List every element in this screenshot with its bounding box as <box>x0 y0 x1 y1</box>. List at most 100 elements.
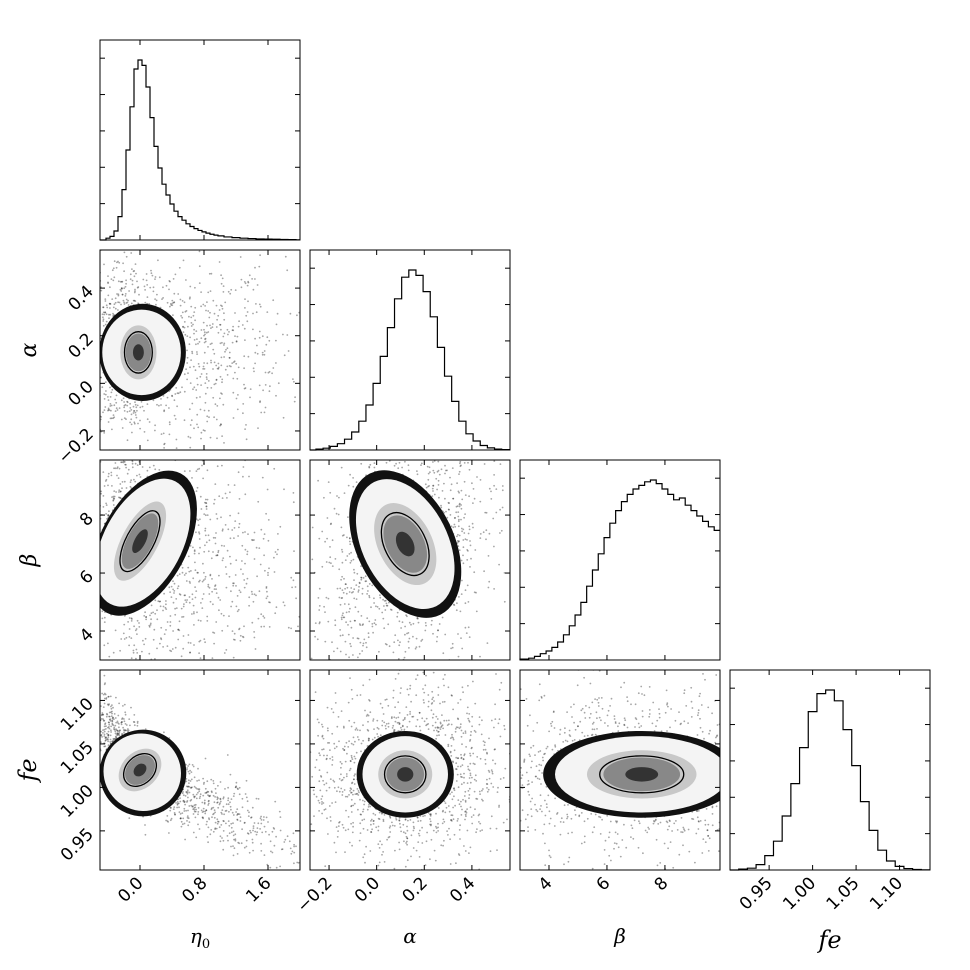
sample-point <box>138 622 140 624</box>
sample-point <box>95 337 97 339</box>
sample-point <box>463 462 466 464</box>
sample-point <box>216 796 219 798</box>
sample-point <box>527 504 529 506</box>
sample-point <box>198 580 200 583</box>
sample-point <box>229 555 231 558</box>
sample-point <box>177 638 180 641</box>
sample-point <box>329 295 331 297</box>
sample-point <box>193 611 195 613</box>
sample-point <box>259 400 261 402</box>
sample-point <box>96 716 98 718</box>
sample-point <box>308 664 310 666</box>
sample-point <box>142 639 144 642</box>
sample-point <box>162 605 165 608</box>
sample-point <box>460 527 463 530</box>
sample-point <box>91 234 93 236</box>
sample-point <box>241 806 244 809</box>
sample-point <box>478 402 480 404</box>
sample-point <box>121 280 124 283</box>
sample-point <box>193 328 196 331</box>
sample-point <box>371 625 374 628</box>
sample-point <box>234 312 236 314</box>
sample-point <box>82 543 84 545</box>
sample-point <box>221 837 223 839</box>
sample-point <box>118 496 120 499</box>
sample-point <box>190 316 193 319</box>
sample-point <box>431 495 434 497</box>
sample-point <box>209 324 211 327</box>
sample-point <box>221 629 224 632</box>
sample-point <box>226 549 229 552</box>
sample-point <box>361 699 363 701</box>
sample-point <box>513 565 515 567</box>
sample-point <box>88 504 90 506</box>
sample-point <box>121 690 123 692</box>
sample-point <box>182 647 185 650</box>
sample-point <box>150 272 153 275</box>
sample-point <box>430 377 432 379</box>
sample-point <box>113 467 115 470</box>
sample-point <box>204 668 206 670</box>
sample-point <box>107 695 110 698</box>
sample-point <box>121 487 123 490</box>
sample-point <box>62 380 64 382</box>
sample-point <box>221 559 224 562</box>
sample-point <box>216 554 219 557</box>
sample-point <box>420 464 422 466</box>
sample-point <box>438 623 441 625</box>
sample-point <box>192 323 194 326</box>
sample-point <box>203 513 206 515</box>
sample-point <box>254 266 256 269</box>
sample-point <box>457 511 460 513</box>
sample-point <box>132 721 135 723</box>
sample-point <box>112 504 115 506</box>
sample-point <box>138 626 141 628</box>
sample-point <box>258 384 261 387</box>
sample-point <box>492 517 495 520</box>
sample-point <box>400 408 402 410</box>
sample-point <box>351 591 353 594</box>
sample-point <box>434 687 436 689</box>
sample-point <box>432 632 434 635</box>
sample-point <box>197 342 199 345</box>
sample-point <box>208 272 211 275</box>
sample-point <box>287 350 290 352</box>
sample-point <box>92 415 94 417</box>
sample-point <box>377 667 379 669</box>
sample-point <box>394 451 396 453</box>
sample-point <box>130 413 133 416</box>
sample-point <box>178 266 181 269</box>
sample-point <box>44 388 46 390</box>
sample-point <box>373 622 376 625</box>
sample-point <box>113 276 116 279</box>
sample-point <box>427 485 429 488</box>
y-tick-label: 8 <box>76 509 98 531</box>
sample-point <box>92 476 94 478</box>
sample-point <box>195 389 198 391</box>
sample-point <box>103 432 106 434</box>
sample-point <box>159 642 161 645</box>
sample-point <box>345 621 347 624</box>
sample-point <box>224 301 227 304</box>
sample-point <box>180 655 183 658</box>
sample-point <box>416 470 418 472</box>
sample-point <box>105 502 107 505</box>
sample-point <box>197 524 200 526</box>
sample-point <box>410 665 412 667</box>
sample-point <box>123 697 125 699</box>
sample-point <box>399 427 401 429</box>
sample-point <box>459 460 462 463</box>
sample-point <box>136 286 139 289</box>
sample-point <box>194 306 197 309</box>
sample-point <box>200 431 203 434</box>
sample-point <box>414 405 416 407</box>
sample-point <box>138 444 140 446</box>
sample-point <box>268 339 271 342</box>
sample-point <box>154 599 157 602</box>
sample-point <box>204 810 207 813</box>
sample-point <box>283 841 286 843</box>
sample-point <box>493 588 495 590</box>
sample-point <box>291 586 293 589</box>
sample-point <box>215 554 218 557</box>
sample-point <box>422 431 424 433</box>
